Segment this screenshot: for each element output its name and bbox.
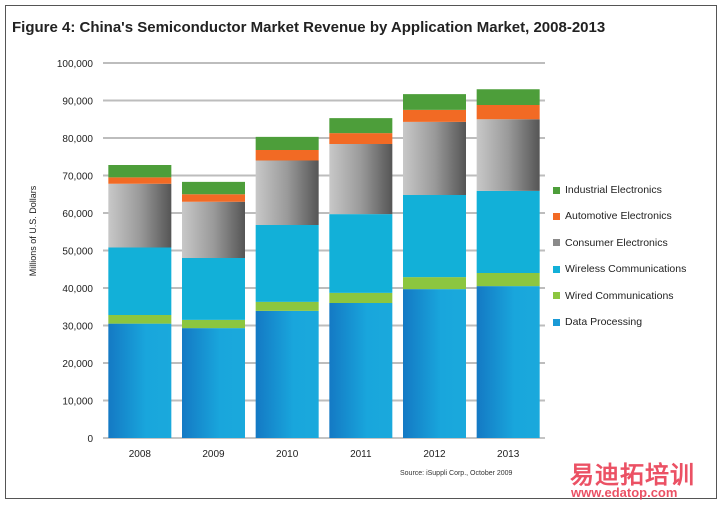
bar-segment-data-processing-2010 xyxy=(255,310,319,438)
y-tick-label: 90,000 xyxy=(62,97,93,108)
legend-swatch xyxy=(553,292,560,300)
bar-segment-wired-communications-2013 xyxy=(476,273,540,287)
bar-segment-wired-communications-2010 xyxy=(255,301,319,311)
watermark-url: www.edatop.com xyxy=(571,485,678,500)
x-tick-label: 2008 xyxy=(129,449,152,460)
x-tick-label: 2011 xyxy=(350,449,372,460)
legend-swatch xyxy=(553,265,560,273)
bar-segment-wireless-communications-2008 xyxy=(108,247,172,315)
bar-segment-consumer-electronics-2010 xyxy=(255,160,319,225)
legend-swatch xyxy=(553,239,560,247)
bar-segment-wireless-communications-2010 xyxy=(255,225,319,302)
y-tick-label: 50,000 xyxy=(62,247,93,258)
watermark-logo: 易迪拓培训 xyxy=(570,462,695,489)
bar-segment-industrial-electronics-2012 xyxy=(403,94,466,110)
bar-segment-automotive-electronics-2009 xyxy=(182,194,245,202)
bar-segment-data-processing-2011 xyxy=(329,303,393,438)
bar-segment-consumer-electronics-2008 xyxy=(108,183,172,248)
x-tick-label: 2009 xyxy=(202,449,225,460)
bar-segment-wireless-communications-2013 xyxy=(476,190,540,273)
chart-title: Figure 4: China's Semiconductor Market R… xyxy=(12,19,606,36)
bar-segment-data-processing-2013 xyxy=(476,286,540,438)
y-tick-label: 80,000 xyxy=(62,134,93,145)
bar-segment-wireless-communications-2012 xyxy=(403,195,466,278)
bar-segment-data-processing-2009 xyxy=(182,328,245,438)
bar-segment-wireless-communications-2011 xyxy=(329,214,393,293)
bar-segment-automotive-electronics-2012 xyxy=(403,109,466,122)
y-tick-label: 70,000 xyxy=(62,172,93,183)
bar-segment-automotive-electronics-2010 xyxy=(255,150,319,161)
y-tick-label: 0 xyxy=(87,434,93,445)
bar-segment-wired-communications-2011 xyxy=(329,292,393,303)
x-tick-label: 2010 xyxy=(276,449,299,460)
bar-segment-industrial-electronics-2009 xyxy=(182,181,245,195)
legend-item: Wired Communications xyxy=(553,290,674,302)
source-note: Source: iSuppli Corp., October 2009 xyxy=(400,470,513,477)
bar-segment-wired-communications-2012 xyxy=(403,277,466,290)
x-tick-label: 2012 xyxy=(423,449,446,460)
legend-label: Data Processing xyxy=(565,316,643,328)
legend-label: Automotive Electronics xyxy=(565,210,672,223)
legend-item: Automotive Electronics xyxy=(553,210,672,222)
legend-label: Wired Communications xyxy=(565,289,674,302)
legend-item: Consumer Electronics xyxy=(553,237,668,249)
bar-segment-automotive-electronics-2011 xyxy=(329,133,393,144)
bar-segment-industrial-electronics-2008 xyxy=(108,165,172,178)
bar-segment-automotive-electronics-2008 xyxy=(108,177,172,184)
legend-label: Wireless Communications xyxy=(565,263,687,276)
y-tick-label: 60,000 xyxy=(62,209,93,220)
bar-segment-wireless-communications-2009 xyxy=(182,258,245,320)
legend-swatch xyxy=(553,186,560,194)
y-tick-label: 20,000 xyxy=(62,359,93,370)
bar-segment-consumer-electronics-2013 xyxy=(476,119,540,191)
legend-swatch xyxy=(553,318,560,326)
bar-segment-wired-communications-2008 xyxy=(108,315,172,324)
legend-item: Industrial Electronics xyxy=(553,184,662,196)
bar-segment-consumer-electronics-2012 xyxy=(403,121,466,195)
bar-segment-data-processing-2012 xyxy=(403,289,466,438)
legend-label: Consumer Electronics xyxy=(565,236,668,249)
y-tick-label: 100,000 xyxy=(57,59,94,70)
chart-frame xyxy=(5,5,717,499)
legend-item: Wireless Communications xyxy=(553,263,686,275)
bar-segment-wired-communications-2009 xyxy=(182,319,245,329)
legend-label: Industrial Electronics xyxy=(565,184,662,196)
legend-swatch xyxy=(553,212,560,220)
bar-segment-industrial-electronics-2010 xyxy=(255,136,319,150)
bar-segment-consumer-electronics-2009 xyxy=(182,201,245,258)
x-tick-label: 2013 xyxy=(497,449,520,460)
bar-segment-industrial-electronics-2013 xyxy=(476,89,540,105)
y-tick-label: 30,000 xyxy=(62,322,93,333)
y-tick-label: 10,000 xyxy=(62,397,93,408)
bar-segment-automotive-electronics-2013 xyxy=(476,105,540,120)
legend-item: Data Processing xyxy=(553,316,642,328)
bar-segment-industrial-electronics-2011 xyxy=(329,118,393,134)
y-tick-label: 40,000 xyxy=(62,284,93,295)
bar-segment-consumer-electronics-2011 xyxy=(329,144,393,215)
bar-segment-data-processing-2008 xyxy=(108,323,172,438)
